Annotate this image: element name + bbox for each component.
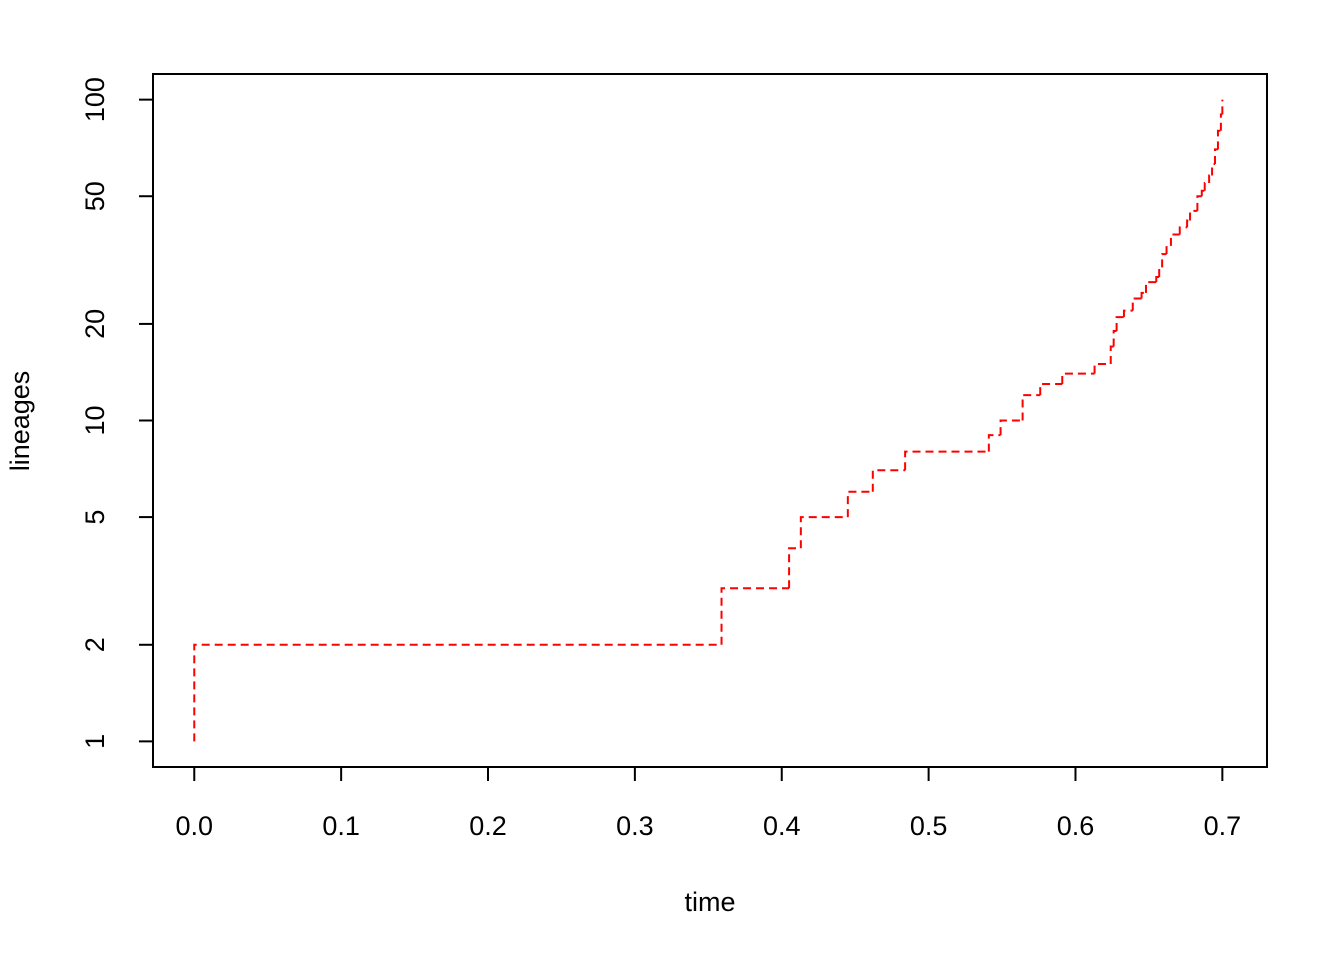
step-segment (1169, 233, 1180, 246)
step-segment (1208, 174, 1213, 183)
step-segment (1203, 181, 1210, 191)
x-tick-label: 0.3 (616, 811, 654, 841)
step-segment (1211, 163, 1216, 176)
step-segment (799, 516, 848, 549)
y-tick-label: 1 (80, 734, 110, 749)
step-segment (1021, 394, 1041, 421)
step-segment (1178, 226, 1188, 235)
step-segment (1131, 297, 1142, 311)
step-segment (987, 434, 1001, 452)
step-segment (1061, 372, 1095, 384)
y-tick-label: 50 (80, 181, 110, 211)
step-segment (1112, 330, 1117, 347)
x-tick-label: 0.1 (322, 811, 360, 841)
y-tick-label: 10 (80, 405, 110, 435)
step-segment (1219, 113, 1223, 131)
step-segment (1196, 195, 1202, 211)
step-segment (999, 419, 1023, 436)
plot-box (152, 73, 1268, 768)
step-segment (846, 490, 873, 518)
step-segment (1155, 276, 1160, 283)
step-segment (1122, 309, 1133, 318)
x-tick-label: 0.4 (763, 811, 801, 841)
step-segment (1214, 148, 1218, 165)
x-tick-label: 0.0 (175, 811, 213, 841)
step-segment (1200, 189, 1205, 197)
step-segment (1158, 266, 1163, 278)
step-segment (1115, 316, 1124, 332)
step-segment (1216, 129, 1221, 150)
step-segment (1144, 281, 1157, 293)
step-segment (1109, 345, 1114, 365)
step-segment (904, 450, 989, 471)
step-segment (1165, 244, 1171, 255)
step-segment (720, 587, 790, 645)
step-segment (1140, 291, 1146, 299)
y-tick-label: 100 (80, 77, 110, 122)
step-segment (1093, 363, 1111, 374)
step-segment (1189, 209, 1198, 221)
step-segment (871, 469, 906, 492)
x-tick-label: 0.6 (1057, 811, 1095, 841)
y-tick-label: 5 (80, 510, 110, 525)
step-segment (1039, 382, 1063, 396)
y-tick-label: 20 (80, 309, 110, 339)
y-axis-title: lineages (5, 371, 35, 472)
x-axis-title: time (684, 887, 735, 917)
step-segment (1186, 219, 1191, 228)
y-tick-label: 2 (80, 637, 110, 652)
step-segment (193, 643, 722, 742)
x-tick-label: 0.5 (910, 811, 948, 841)
step-segment (1161, 253, 1167, 268)
step-segment (788, 547, 801, 589)
x-tick-label: 0.7 (1204, 811, 1242, 841)
x-tick-label: 0.2 (469, 811, 507, 841)
